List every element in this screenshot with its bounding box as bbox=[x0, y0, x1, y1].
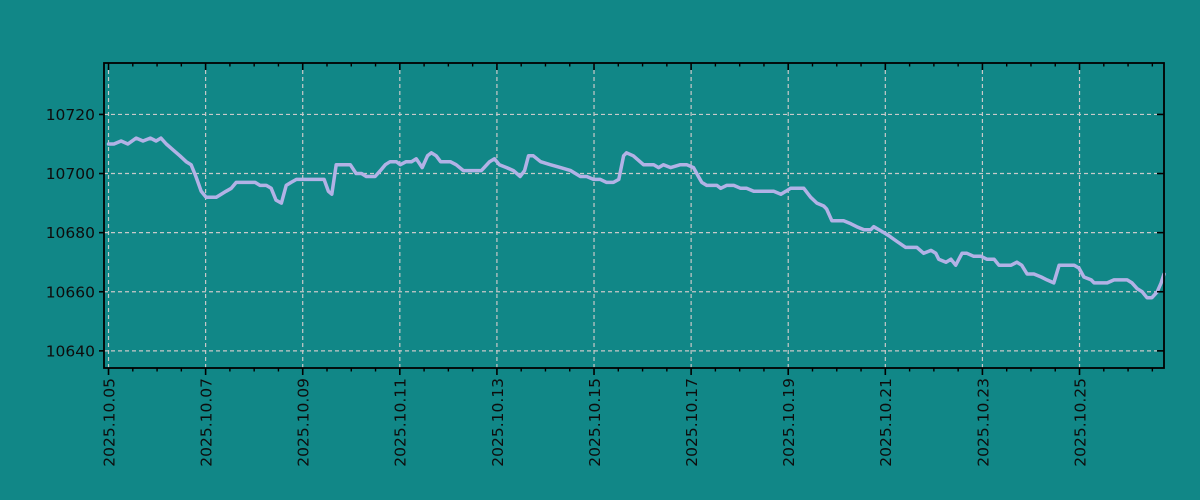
data-line bbox=[106, 136, 1166, 300]
x-tick-label: 2025.10.11 bbox=[392, 378, 410, 467]
x-tick-label: 2025.10.13 bbox=[489, 378, 507, 467]
x-tick-label: 2025.10.19 bbox=[780, 378, 798, 467]
y-tick-label: 10720 bbox=[46, 106, 95, 124]
x-tick-label: 2025.10.23 bbox=[974, 378, 992, 467]
x-tick-label: 2025.10.21 bbox=[877, 378, 895, 467]
y-tick-label: 10640 bbox=[46, 342, 95, 360]
x-tick-label: 2025.10.07 bbox=[198, 378, 216, 467]
x-tick-label: 2025.10.17 bbox=[683, 378, 701, 467]
x-tick-label: 2025.10.25 bbox=[1071, 378, 1089, 467]
x-tick-label: 2025.10.05 bbox=[100, 378, 118, 467]
y-tick-label: 10660 bbox=[46, 283, 95, 301]
y-tick-label: 10680 bbox=[46, 224, 95, 242]
x-tick-label: 2025.10.09 bbox=[295, 378, 313, 467]
y-tick-label: 10700 bbox=[46, 165, 95, 183]
plot-frame bbox=[103, 62, 1165, 369]
x-tick-label: 2025.10.15 bbox=[586, 378, 604, 467]
